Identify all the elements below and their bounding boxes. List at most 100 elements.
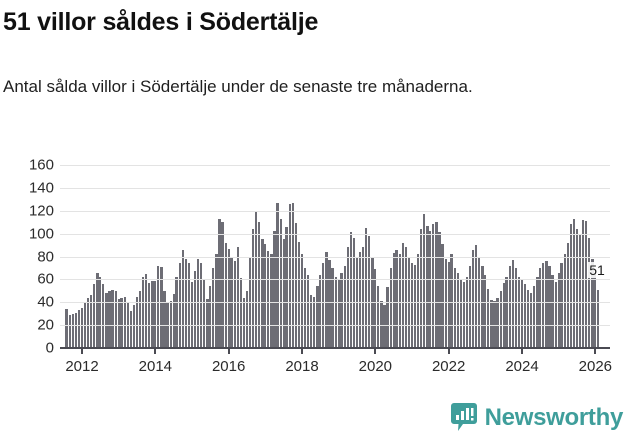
bar	[123, 296, 127, 348]
bar	[242, 297, 246, 348]
gridline	[60, 256, 610, 258]
bar	[349, 232, 352, 348]
bar	[172, 294, 175, 348]
bar	[392, 253, 395, 348]
y-axis-tick-label: 120	[28, 202, 54, 220]
bar	[105, 293, 108, 348]
bar	[597, 289, 600, 348]
bar	[523, 283, 527, 348]
y-axis-tick-label: 80	[37, 248, 54, 265]
bar-chart-speech-bubble-icon	[450, 403, 477, 433]
bar	[245, 290, 249, 348]
y-axis-labels: 0 20 40 60 80 100 120 140 160	[0, 157, 54, 357]
gridline	[60, 187, 610, 189]
bar	[331, 267, 334, 348]
x-axis-tick-mark	[447, 348, 450, 354]
x-axis-line	[60, 347, 610, 349]
bar	[147, 282, 151, 348]
bar	[200, 263, 203, 348]
bar	[328, 259, 331, 348]
bar	[566, 242, 569, 348]
bar	[426, 225, 429, 348]
bar	[184, 258, 187, 348]
bar	[548, 265, 551, 348]
bar	[352, 238, 356, 348]
gridline	[60, 233, 610, 235]
bar	[206, 298, 209, 348]
gridline	[60, 325, 610, 327]
y-axis-tick-label: 20	[37, 316, 54, 334]
bar	[90, 295, 93, 348]
bar	[572, 218, 576, 348]
bar	[197, 258, 200, 348]
bar	[325, 251, 328, 348]
bar	[135, 296, 139, 348]
bar	[294, 223, 297, 348]
bar	[218, 218, 221, 348]
bar	[563, 254, 567, 348]
x-axis-tick-label: 2022	[431, 358, 466, 375]
bar	[554, 281, 557, 348]
bar	[282, 239, 285, 348]
bar	[252, 229, 255, 348]
bar	[542, 263, 545, 348]
bar	[560, 263, 563, 348]
bar	[520, 279, 524, 348]
bar	[487, 288, 490, 348]
bar	[441, 243, 444, 348]
bar	[481, 265, 484, 348]
gridline	[60, 165, 610, 166]
gridline	[60, 210, 610, 212]
bar	[151, 280, 154, 348]
bar	[264, 243, 267, 348]
bar	[65, 309, 68, 348]
bar	[383, 304, 386, 348]
bar	[468, 265, 472, 348]
bar	[462, 281, 466, 348]
gridline	[60, 279, 610, 281]
bar	[472, 249, 475, 348]
bar	[221, 222, 224, 348]
x-axis-tick-mark	[227, 348, 230, 354]
bar	[380, 301, 383, 348]
footer-branding: Newsworthy	[450, 403, 623, 433]
bar	[163, 290, 166, 348]
bar	[297, 241, 301, 348]
x-axis-tick-label: 2018	[285, 358, 319, 375]
bar	[261, 239, 264, 348]
bar	[343, 265, 347, 348]
x-axis-tick-label: 2020	[358, 358, 393, 375]
bar	[417, 254, 420, 348]
bar	[536, 277, 539, 348]
y-axis-tick-label: 40	[37, 293, 54, 311]
bar	[545, 261, 548, 348]
x-axis-tick-label: 2016	[211, 358, 246, 375]
bar	[578, 233, 582, 348]
page-subtitle: Antal sålda villor i Södertälje under de…	[3, 77, 473, 96]
bar	[239, 278, 242, 348]
x-axis-tick-label: 2012	[65, 358, 99, 375]
bar	[291, 202, 294, 348]
data-point-label: 51	[588, 261, 606, 278]
x-axis-tick-mark	[301, 348, 303, 354]
bar	[316, 286, 319, 348]
bar	[288, 203, 292, 348]
bar	[450, 254, 453, 348]
bar	[300, 254, 304, 348]
bar	[591, 258, 594, 348]
x-axis-labels: 2012 2014 2016 2018 2020 2022 2024 2026	[60, 348, 612, 388]
bar	[273, 231, 276, 348]
bar	[420, 229, 423, 348]
bar	[129, 311, 132, 348]
bar	[502, 282, 505, 348]
bar	[447, 262, 450, 348]
bar	[346, 247, 349, 348]
x-axis-tick-mark	[81, 348, 83, 354]
bar	[74, 312, 77, 348]
bar	[111, 289, 114, 348]
bar	[322, 263, 325, 348]
bar	[87, 297, 90, 348]
bar	[594, 273, 597, 348]
x-axis-tick-mark	[374, 348, 377, 354]
